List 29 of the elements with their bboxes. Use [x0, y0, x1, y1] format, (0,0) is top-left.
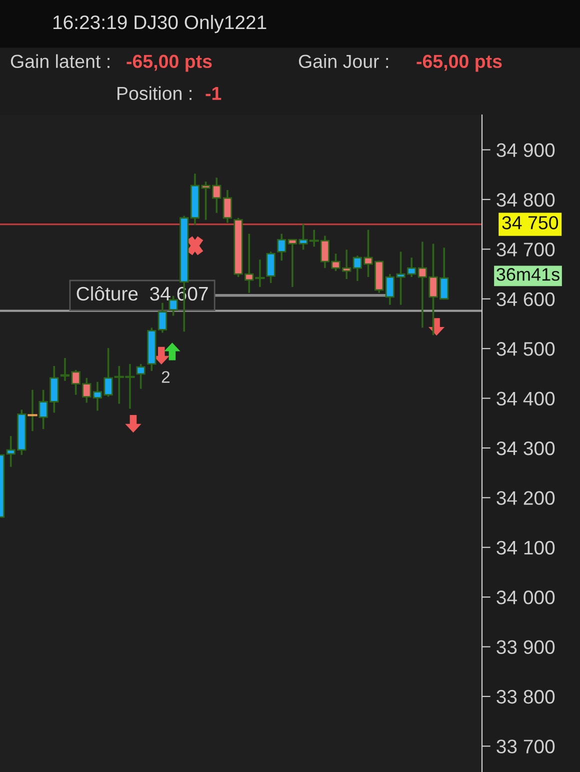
candlestick: [168, 294, 178, 317]
y-tick-label: 33 700: [496, 740, 555, 754]
y-tick-label: 34 200: [496, 491, 555, 505]
candlestick: [158, 302, 168, 334]
ref-line-label: 34 750: [502, 216, 558, 230]
chart-title: 16:23:19 DJ30 Only1221: [53, 14, 266, 34]
y-tick-label: 34 800: [496, 192, 555, 207]
y-tick-label: 34 500: [496, 342, 555, 356]
y-tick-label: 34 900: [496, 143, 555, 158]
text: -1: [206, 86, 222, 100]
text: 36m41s: [496, 268, 560, 281]
y-tick-label: 34 300: [496, 441, 555, 456]
y-tick-label: 34 400: [496, 392, 555, 406]
candlestick: [136, 363, 146, 390]
candlestick: [266, 250, 276, 284]
text: -65,00 pts: [416, 54, 502, 72]
text: -65,00 pts: [126, 54, 212, 72]
text: Gain Jour :: [298, 54, 388, 68]
y-tick-label: 34 100: [496, 540, 555, 555]
text: Gain latent :: [10, 54, 110, 68]
y-tick-label: 33 800: [496, 690, 555, 704]
y-tick-label: 34 600: [496, 292, 555, 306]
candlestick: [222, 189, 232, 224]
y-tick-label: 33 900: [496, 640, 555, 654]
y-tick-label: 34 000: [496, 590, 555, 604]
candlestick: [277, 232, 286, 262]
annotation: 2: [162, 371, 170, 383]
text: Position :: [118, 86, 192, 100]
y-tick-label: 34 700: [496, 242, 555, 256]
